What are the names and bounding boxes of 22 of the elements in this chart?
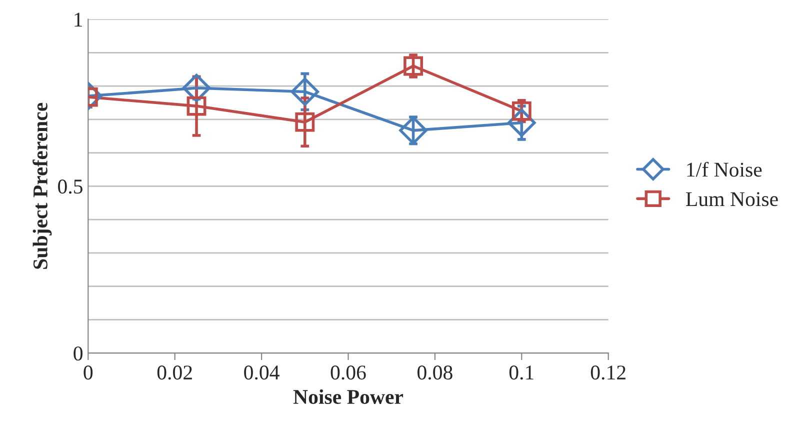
point	[512, 101, 532, 121]
point	[399, 116, 428, 145]
x-tick-label: 0.08	[418, 366, 452, 380]
x-tick-label: 0.04	[244, 366, 280, 380]
x-tick-label: 0.06	[330, 366, 366, 380]
x-tick-label: 0.1	[509, 366, 534, 380]
x-tick-label: 0.12	[590, 366, 626, 380]
point	[507, 108, 536, 137]
legend-label: 1/f Noise	[687, 162, 762, 177]
point	[186, 96, 206, 116]
point	[404, 56, 423, 76]
y-tick-label: 0	[74, 346, 82, 361]
point	[182, 74, 211, 102]
x-tick-label: 0	[84, 366, 93, 380]
x-tick-label: 0.02	[157, 366, 192, 380]
point	[290, 78, 320, 106]
legend-label: Lum Noise	[686, 192, 778, 206]
point	[295, 112, 315, 132]
y-tick-label: 1	[74, 12, 82, 26]
y-tick-label: 0.5	[58, 180, 82, 194]
y-axis-title: Subject Preference	[32, 102, 52, 269]
x-axis-title: Noise Power	[293, 389, 404, 404]
